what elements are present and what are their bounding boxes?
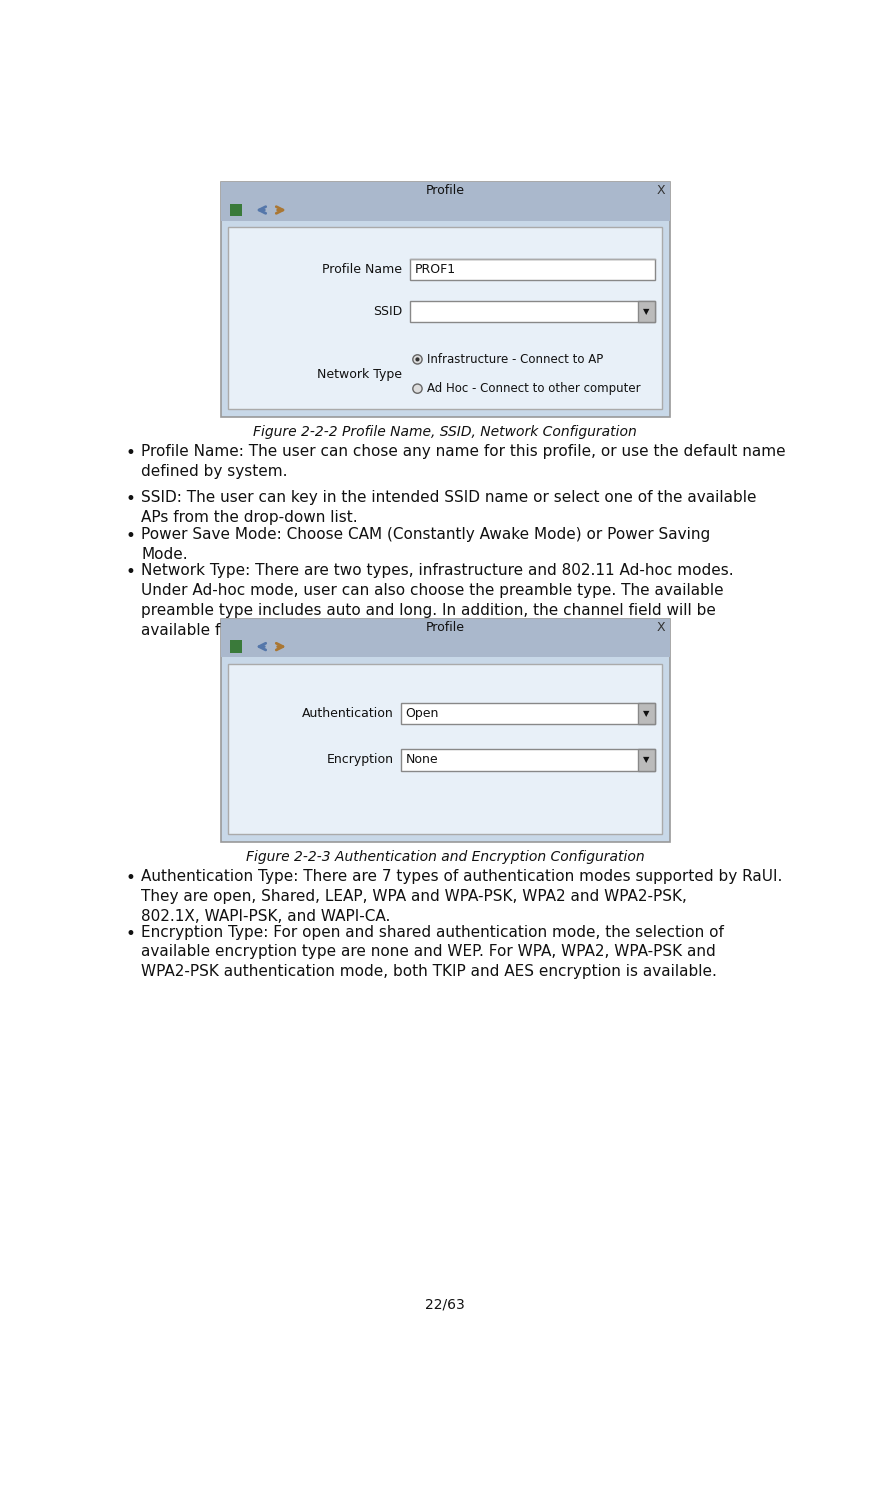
FancyBboxPatch shape [221,183,670,199]
Circle shape [413,355,422,364]
Text: •: • [125,925,136,943]
Text: ▼: ▼ [643,308,649,317]
Text: ▼: ▼ [643,755,649,764]
FancyBboxPatch shape [638,703,654,724]
Circle shape [415,357,420,361]
Text: SSID: SSID [373,305,402,318]
FancyBboxPatch shape [221,619,670,842]
Text: Authentication: Authentication [302,708,394,720]
Text: Infrastructure - Connect to AP: Infrastructure - Connect to AP [427,352,603,366]
Text: SSID: The user can key in the intended SSID name or select one of the available
: SSID: The user can key in the intended S… [141,491,757,525]
Text: •: • [125,868,136,888]
FancyBboxPatch shape [230,641,242,653]
Text: Open: Open [406,708,439,720]
Text: Encryption: Encryption [326,754,394,766]
Text: •: • [125,564,136,581]
FancyBboxPatch shape [221,183,670,418]
FancyBboxPatch shape [401,703,654,724]
Text: Profile: Profile [426,184,465,198]
Text: •: • [125,528,136,546]
Text: Figure 2-2-3 Authentication and Encryption Configuration: Figure 2-2-3 Authentication and Encrypti… [246,851,645,864]
Text: Profile Name: Profile Name [322,263,402,275]
Text: ▼: ▼ [643,709,649,718]
Text: •: • [125,445,136,462]
Text: PROF1: PROF1 [415,263,455,275]
Text: Ad Hoc - Connect to other computer: Ad Hoc - Connect to other computer [427,382,640,396]
Text: Profile: Profile [426,622,465,633]
FancyBboxPatch shape [221,619,670,636]
FancyBboxPatch shape [401,749,654,770]
Text: Profile Name: The user can chose any name for this profile, or use the default n: Profile Name: The user can chose any nam… [141,445,786,479]
Text: 22/63: 22/63 [426,1297,465,1312]
FancyBboxPatch shape [638,300,654,323]
FancyBboxPatch shape [221,636,670,657]
Text: X: X [656,622,665,633]
FancyBboxPatch shape [229,663,662,834]
Circle shape [413,384,422,393]
FancyBboxPatch shape [221,199,670,220]
Text: Encryption Type: For open and shared authentication mode, the selection of
avail: Encryption Type: For open and shared aut… [141,925,724,978]
Text: None: None [406,754,438,766]
Text: Network Type: There are two types, infrastructure and 802.11 Ad-hoc modes.
Under: Network Type: There are two types, infra… [141,564,733,638]
FancyBboxPatch shape [638,749,654,770]
Text: Power Save Mode: Choose CAM (Constantly Awake Mode) or Power Saving
Mode.: Power Save Mode: Choose CAM (Constantly … [141,528,711,562]
FancyBboxPatch shape [229,228,662,409]
Text: X: X [656,184,665,198]
Text: •: • [125,491,136,509]
Text: Authentication Type: There are 7 types of authentication modes supported by RaUI: Authentication Type: There are 7 types o… [141,868,783,923]
FancyBboxPatch shape [409,259,654,280]
FancyBboxPatch shape [409,300,654,323]
Text: Figure 2-2-2 Profile Name, SSID, Network Configuration: Figure 2-2-2 Profile Name, SSID, Network… [254,425,637,439]
Text: Network Type: Network Type [317,367,402,381]
FancyBboxPatch shape [230,204,242,216]
